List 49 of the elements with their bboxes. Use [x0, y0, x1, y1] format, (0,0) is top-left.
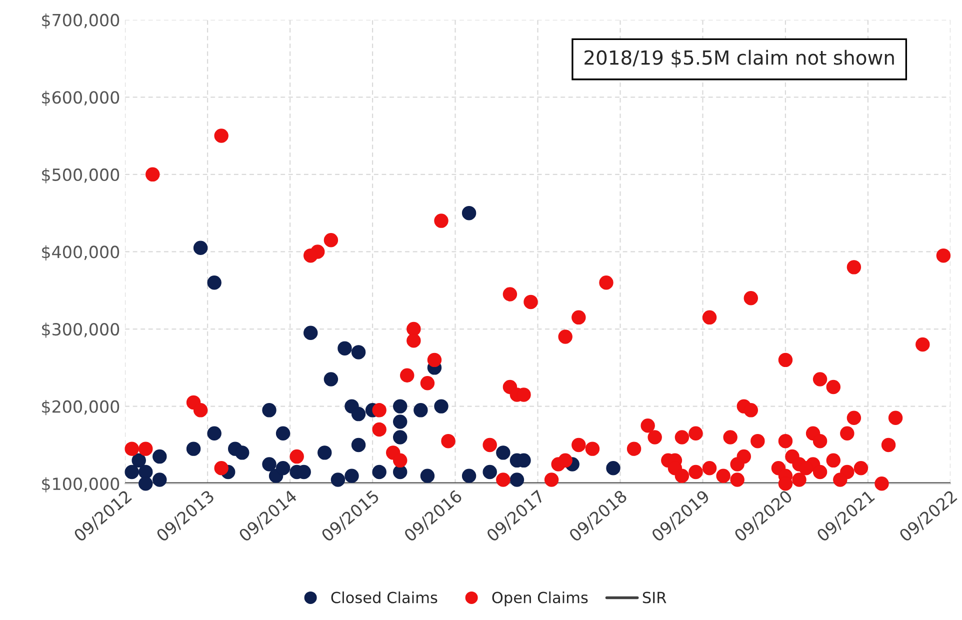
y-tick-label: $300,000 — [42, 322, 120, 338]
point — [420, 468, 435, 483]
point — [235, 446, 250, 460]
point — [186, 442, 201, 456]
point — [262, 403, 276, 418]
legend-label: Open Claims — [492, 591, 588, 606]
legend-label: Closed Claims — [331, 591, 438, 604]
point — [207, 426, 222, 440]
point — [462, 206, 476, 220]
y-tick-label: $700,000 — [42, 14, 120, 29]
point — [393, 399, 408, 414]
point — [193, 240, 208, 255]
point — [606, 461, 620, 476]
point — [496, 446, 510, 460]
point — [303, 326, 318, 340]
point — [462, 468, 476, 483]
point — [262, 457, 276, 472]
y-tick-label: $200,000 — [42, 400, 120, 416]
point — [414, 403, 428, 418]
point — [482, 464, 497, 480]
point — [207, 276, 222, 290]
point — [338, 341, 352, 356]
point — [351, 406, 366, 422]
point — [276, 461, 290, 476]
point — [351, 345, 366, 360]
point — [330, 472, 346, 487]
annotation: 2018/19 $5.5M claim not shown — [584, 50, 894, 68]
point — [124, 464, 139, 480]
point — [152, 472, 167, 487]
y-tick-label: $400,000 — [42, 245, 120, 261]
y-tick-label: $600,000 — [42, 90, 120, 106]
point — [393, 464, 408, 480]
point — [138, 476, 153, 491]
point — [138, 464, 153, 480]
y-tick-label: $100,000 — [42, 477, 120, 492]
point — [393, 430, 408, 444]
legend-label: SIR — [642, 592, 666, 604]
point — [344, 468, 359, 483]
point — [393, 414, 408, 429]
point — [152, 449, 167, 464]
point — [318, 446, 332, 460]
point — [324, 372, 338, 386]
point — [372, 464, 386, 480]
point — [351, 438, 366, 452]
point — [434, 399, 448, 414]
point — [276, 426, 290, 440]
point — [510, 472, 524, 487]
y-tick-label: $500,000 — [42, 168, 120, 184]
point — [132, 453, 146, 468]
